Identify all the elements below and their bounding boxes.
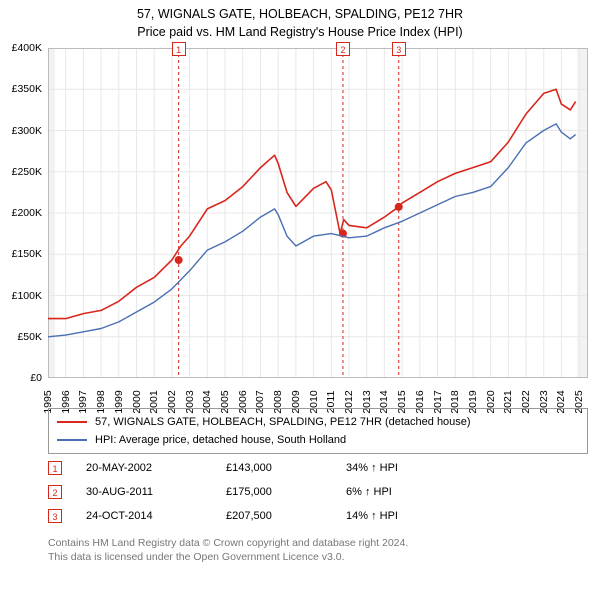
transaction-marker: 2 xyxy=(48,485,62,499)
transaction-price: £175,000 xyxy=(226,486,346,498)
footer-line1: Contains HM Land Registry data © Crown c… xyxy=(48,536,588,550)
transaction-pct: 34% ↑ HPI xyxy=(346,462,466,474)
transaction-marker: 1 xyxy=(48,461,62,475)
title-subtitle: Price paid vs. HM Land Registry's House … xyxy=(0,24,600,42)
legend-label: HPI: Average price, detached house, Sout… xyxy=(95,434,346,446)
transaction-row: 2 30-AUG-2011£175,0006% ↑ HPI xyxy=(48,480,588,504)
transaction-pct: 14% ↑ HPI xyxy=(346,510,466,522)
chart-area: £0£50K£100K£150K£200K£250K£300K£350K£400… xyxy=(48,48,588,378)
chart-marker: 2 xyxy=(336,42,350,56)
legend-label: 57, WIGNALS GATE, HOLBEACH, SPALDING, PE… xyxy=(95,416,471,428)
title-address: 57, WIGNALS GATE, HOLBEACH, SPALDING, PE… xyxy=(0,6,600,24)
chart-container: 57, WIGNALS GATE, HOLBEACH, SPALDING, PE… xyxy=(0,0,600,590)
y-axis-label: £200K xyxy=(12,207,42,219)
chart-marker: 3 xyxy=(392,42,406,56)
legend-swatch xyxy=(57,439,87,441)
title-block: 57, WIGNALS GATE, HOLBEACH, SPALDING, PE… xyxy=(0,0,600,41)
y-axis-label: £0 xyxy=(30,372,42,384)
transaction-row: 3 24-OCT-2014£207,50014% ↑ HPI xyxy=(48,504,588,528)
transaction-date: 30-AUG-2011 xyxy=(86,486,226,498)
footer-attribution: Contains HM Land Registry data © Crown c… xyxy=(48,536,588,564)
legend-swatch xyxy=(57,421,87,423)
legend-row: HPI: Average price, detached house, Sout… xyxy=(57,431,579,449)
legend: 57, WIGNALS GATE, HOLBEACH, SPALDING, PE… xyxy=(48,408,588,454)
transaction-table: 1 20-MAY-2002£143,00034% ↑ HPI 2 30-AUG-201… xyxy=(48,456,588,528)
y-axis-label: £50K xyxy=(17,331,42,343)
y-axis-label: £400K xyxy=(12,42,42,54)
transaction-price: £207,500 xyxy=(226,510,346,522)
transaction-price: £143,000 xyxy=(226,462,346,474)
transaction-marker: 3 xyxy=(48,509,62,523)
y-axis-label: £100K xyxy=(12,290,42,302)
y-axis-label: £150K xyxy=(12,248,42,260)
footer-line2: This data is licensed under the Open Gov… xyxy=(48,550,588,564)
y-axis-label: £250K xyxy=(12,166,42,178)
y-axis-label: £350K xyxy=(12,83,42,95)
chart-marker: 1 xyxy=(172,42,186,56)
y-axis-label: £300K xyxy=(12,125,42,137)
transaction-pct: 6% ↑ HPI xyxy=(346,486,466,498)
transaction-date: 20-MAY-2002 xyxy=(86,462,226,474)
legend-row: 57, WIGNALS GATE, HOLBEACH, SPALDING, PE… xyxy=(57,413,579,431)
transaction-row: 1 20-MAY-2002£143,00034% ↑ HPI xyxy=(48,456,588,480)
transaction-date: 24-OCT-2014 xyxy=(86,510,226,522)
line-chart-svg xyxy=(48,48,588,378)
